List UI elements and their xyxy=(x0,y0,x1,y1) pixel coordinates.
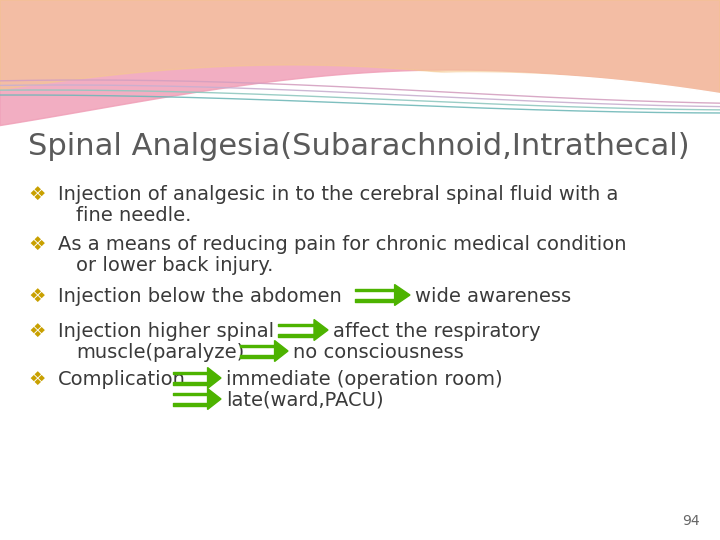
Text: ❖: ❖ xyxy=(28,370,45,389)
Text: fine needle.: fine needle. xyxy=(76,206,192,225)
Polygon shape xyxy=(314,320,328,341)
Text: late(ward,PACU): late(ward,PACU) xyxy=(226,391,384,410)
Text: wide awareness: wide awareness xyxy=(415,287,571,306)
Text: 94: 94 xyxy=(683,514,700,528)
Text: affect the respiratory: affect the respiratory xyxy=(333,322,541,341)
Text: ❖: ❖ xyxy=(28,322,45,341)
Polygon shape xyxy=(395,285,410,306)
Polygon shape xyxy=(274,341,288,361)
Text: ❖: ❖ xyxy=(28,185,45,204)
Text: Spinal Analgesia(Subarachnoid,Intrathecal): Spinal Analgesia(Subarachnoid,Intratheca… xyxy=(28,132,690,161)
Text: Complication: Complication xyxy=(58,370,186,389)
Text: ❖: ❖ xyxy=(28,235,45,254)
Text: Injection of analgesic in to the cerebral spinal fluid with a: Injection of analgesic in to the cerebra… xyxy=(58,185,618,204)
Text: muscle(paralyze): muscle(paralyze) xyxy=(76,343,244,362)
Text: As a means of reducing pain for chronic medical condition: As a means of reducing pain for chronic … xyxy=(58,235,626,254)
Text: Injection below the abdomen: Injection below the abdomen xyxy=(58,287,342,306)
Polygon shape xyxy=(207,368,221,388)
Text: immediate (operation room): immediate (operation room) xyxy=(226,370,503,389)
Text: no consciousness: no consciousness xyxy=(293,343,464,362)
Text: or lower back injury.: or lower back injury. xyxy=(76,256,274,275)
Text: ❖: ❖ xyxy=(28,287,45,306)
Polygon shape xyxy=(207,388,221,409)
Text: Injection higher spinal: Injection higher spinal xyxy=(58,322,274,341)
